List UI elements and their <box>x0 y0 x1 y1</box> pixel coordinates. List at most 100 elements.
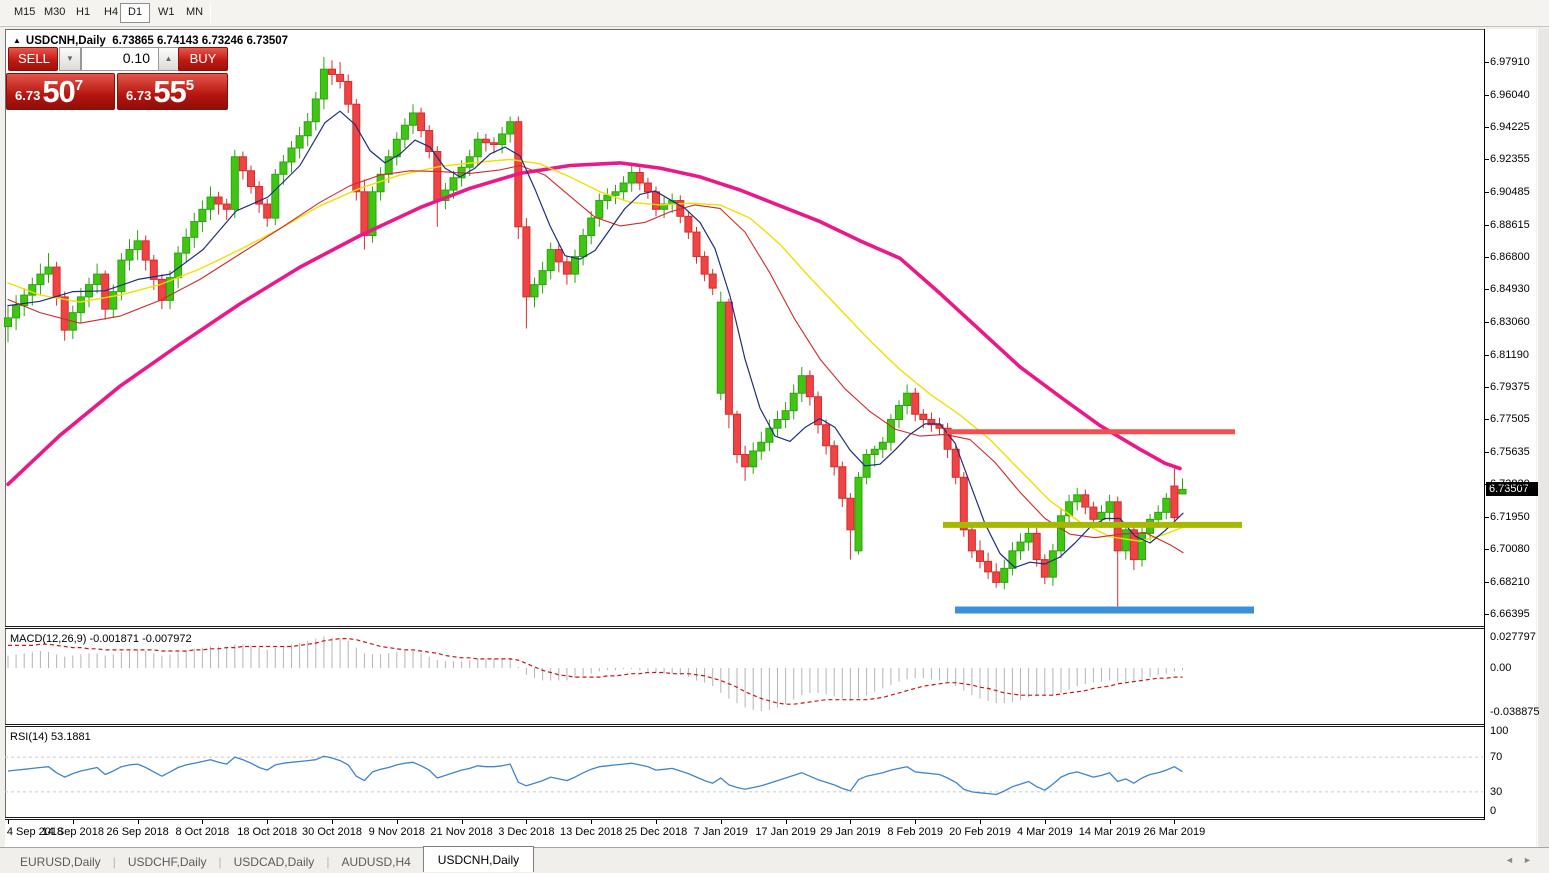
candle-up <box>1073 494 1082 503</box>
price-tick-mark <box>1484 94 1489 96</box>
price-tick-mark <box>1484 62 1489 63</box>
candle-down <box>490 142 498 145</box>
timeframe-button-w1[interactable]: W1 <box>158 6 175 18</box>
candle-down <box>838 466 847 499</box>
price-tick-mark <box>1484 516 1489 518</box>
date-tick-mark <box>137 820 139 824</box>
scroll-to-end-icon[interactable]: ▲ <box>13 36 21 45</box>
tab-audusd-h4[interactable]: AUDUSD,H4 <box>341 855 411 869</box>
timeframe-button-h1[interactable]: H1 <box>76 6 91 18</box>
sell-price-sup: 7 <box>74 77 84 94</box>
tab-usdchf-daily[interactable]: USDCHF,Daily <box>127 855 207 869</box>
candle-up <box>611 191 620 196</box>
timeframe-button-m30[interactable]: M30 <box>44 6 66 18</box>
tab-eurusd-daily[interactable]: EURUSD,Daily <box>20 855 101 869</box>
timeframe-toolbar: M15 M30 H1 H4 D1 W1 MN <box>0 0 1549 27</box>
date-axis[interactable]: 4 Sep 2018 14 Sep 2018 26 Sep 2018 8 Oct 20… <box>5 820 1485 847</box>
date-tick-label: 13 Dec 2018 <box>559 826 623 838</box>
tab-scroll-right-icon[interactable]: ► <box>1523 855 1532 865</box>
candle-up <box>44 266 53 275</box>
right-scroll-strip[interactable] <box>1537 29 1549 847</box>
macd-tick-label: -0.038875 <box>1490 706 1540 718</box>
date-tick-label: 26 Sep 2018 <box>106 826 169 838</box>
date-tick-mark <box>461 820 463 824</box>
date-tick-label: 25 Dec 2018 <box>624 826 688 838</box>
macd-label: MACD(12,26,9) -0.001871 -0.007972 <box>10 633 192 645</box>
price-tick-mark <box>1484 322 1489 324</box>
buy-price-sup: 5 <box>185 77 195 94</box>
date-tick-label: 14 Mar 2019 <box>1078 826 1141 838</box>
date-tick-mark <box>980 820 981 824</box>
candle-up <box>587 217 596 237</box>
date-tick-label: 21 Nov 2018 <box>430 826 493 838</box>
timeframe-button-h4[interactable]: H4 <box>104 6 119 18</box>
price-axis[interactable] <box>1485 29 1536 847</box>
price-axis-line <box>1484 29 1485 820</box>
volume-increase-button[interactable]: ▲ <box>159 47 179 71</box>
sell-price-button[interactable]: 6.73507 <box>6 73 115 110</box>
volume-decrease-button[interactable]: ▼ <box>59 47 81 71</box>
candle-down <box>214 196 223 205</box>
chart-area[interactable] <box>5 29 1485 847</box>
candle-up <box>28 284 37 296</box>
tab-usdcad-daily[interactable]: USDCAD,Daily <box>233 855 315 869</box>
candle-down <box>724 301 733 415</box>
candle-up <box>311 98 320 123</box>
date-tick-mark <box>1174 820 1176 824</box>
candle-up <box>198 208 207 223</box>
candle-up <box>895 404 903 420</box>
volume-input[interactable]: 0.10 <box>81 47 159 71</box>
candle-down <box>984 560 993 573</box>
buy-button[interactable]: BUY <box>178 47 228 71</box>
candle-down <box>911 392 920 415</box>
sell-button[interactable]: SELL <box>8 47 58 71</box>
candle-up <box>174 252 183 279</box>
date-tick-mark <box>785 820 787 824</box>
tab-usdcnh-daily[interactable]: USDCNH,Daily <box>422 846 535 872</box>
timeframe-button-mn[interactable]: MN <box>186 6 204 18</box>
date-tick-label: 9 Nov 2018 <box>368 826 425 838</box>
candle-up <box>854 476 863 552</box>
price-tick-label: 6.81190 <box>1490 348 1529 361</box>
macd-pane-divider[interactable] <box>5 626 1484 629</box>
date-tick-label: 30 Oct 2018 <box>302 826 362 838</box>
candle-down <box>554 249 563 263</box>
candle-down <box>935 424 944 429</box>
candle-down <box>336 73 345 82</box>
candle-up <box>878 441 887 450</box>
candle-up <box>1057 515 1065 552</box>
candle-up <box>166 277 174 301</box>
price-tick-label: 6.73820 <box>1490 477 1530 490</box>
price-tick-label: 6.96040 <box>1490 88 1530 101</box>
date-tick-mark <box>396 820 398 824</box>
candle-down <box>417 112 426 131</box>
ma-mid-red <box>7 164 1184 554</box>
price-tick-mark <box>1484 386 1489 388</box>
candle-down <box>684 215 693 233</box>
candle-up <box>1121 529 1130 552</box>
buy-price-button[interactable]: 6.73555 <box>117 73 228 110</box>
candle-up <box>546 249 555 272</box>
candle-down <box>328 68 336 75</box>
candle-up <box>773 418 782 429</box>
price-tick-label: 6.94225 <box>1490 120 1530 133</box>
rsi-pane-divider[interactable] <box>5 724 1484 727</box>
price-tick-label: 6.71950 <box>1490 510 1530 523</box>
candle-up <box>4 317 12 328</box>
candle-down <box>425 129 434 153</box>
timeframe-button-d1[interactable]: D1 <box>120 3 151 23</box>
timeframe-button-m15[interactable]: M15 <box>14 6 36 18</box>
price-tick-mark <box>1484 256 1489 258</box>
candle-down <box>562 261 571 275</box>
date-tick-mark <box>267 820 269 824</box>
tab-separator: | <box>112 855 116 869</box>
tab-scroll-left-icon[interactable]: ◄ <box>1505 855 1514 865</box>
rsi-tick-label: 30 <box>1490 785 1503 798</box>
candle-down <box>1170 485 1179 519</box>
candle-down <box>1032 532 1041 561</box>
price-tick-mark <box>1484 289 1489 291</box>
price-tick-label: 6.75635 <box>1490 446 1530 459</box>
candle-up <box>1138 532 1146 561</box>
